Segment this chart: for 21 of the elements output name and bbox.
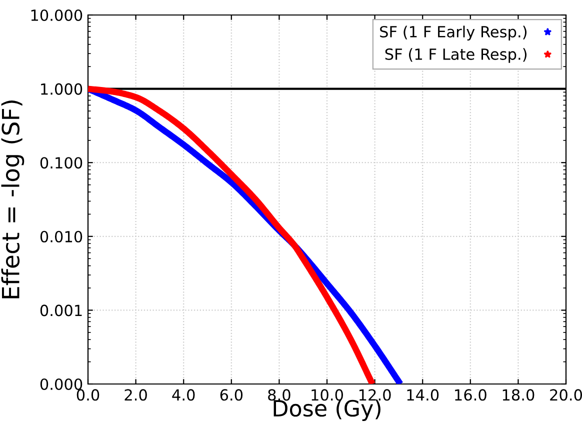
y-tick-label: 0.000 — [40, 378, 82, 390]
x-axis-title: Dose (Gy) — [274, 400, 380, 421]
legend-label: SF (1 F Late Resp.) — [385, 48, 526, 63]
x-tick-label: 0.0 — [76, 389, 100, 401]
x-tick-label: 18.0 — [502, 389, 534, 401]
x-tick-label: 6.0 — [220, 389, 243, 401]
x-tick-label: 8.0 — [268, 389, 290, 401]
y-tick-label: 10.000 — [31, 9, 82, 22]
x-tick-label: 12.0 — [359, 389, 391, 401]
y-tick-label: 0.010 — [40, 230, 82, 242]
y-tick-label: 0.100 — [40, 157, 82, 169]
legend-label: SF (1 F Early Resp.) — [380, 26, 526, 40]
x-tick-label: 4.0 — [172, 389, 195, 401]
x-tick-label: 14.0 — [407, 389, 439, 401]
x-tick-label: 20.0 — [550, 389, 582, 401]
x-tick-label: 16.0 — [455, 389, 486, 401]
x-tick-label: 2.0 — [124, 389, 147, 401]
y-axis-title: Effect = -log (SF) — [1, 100, 24, 298]
y-tick-label: 0.001 — [40, 304, 82, 316]
x-tick-label: 10.0 — [312, 389, 343, 401]
y-tick-label: 1.000 — [41, 83, 82, 95]
